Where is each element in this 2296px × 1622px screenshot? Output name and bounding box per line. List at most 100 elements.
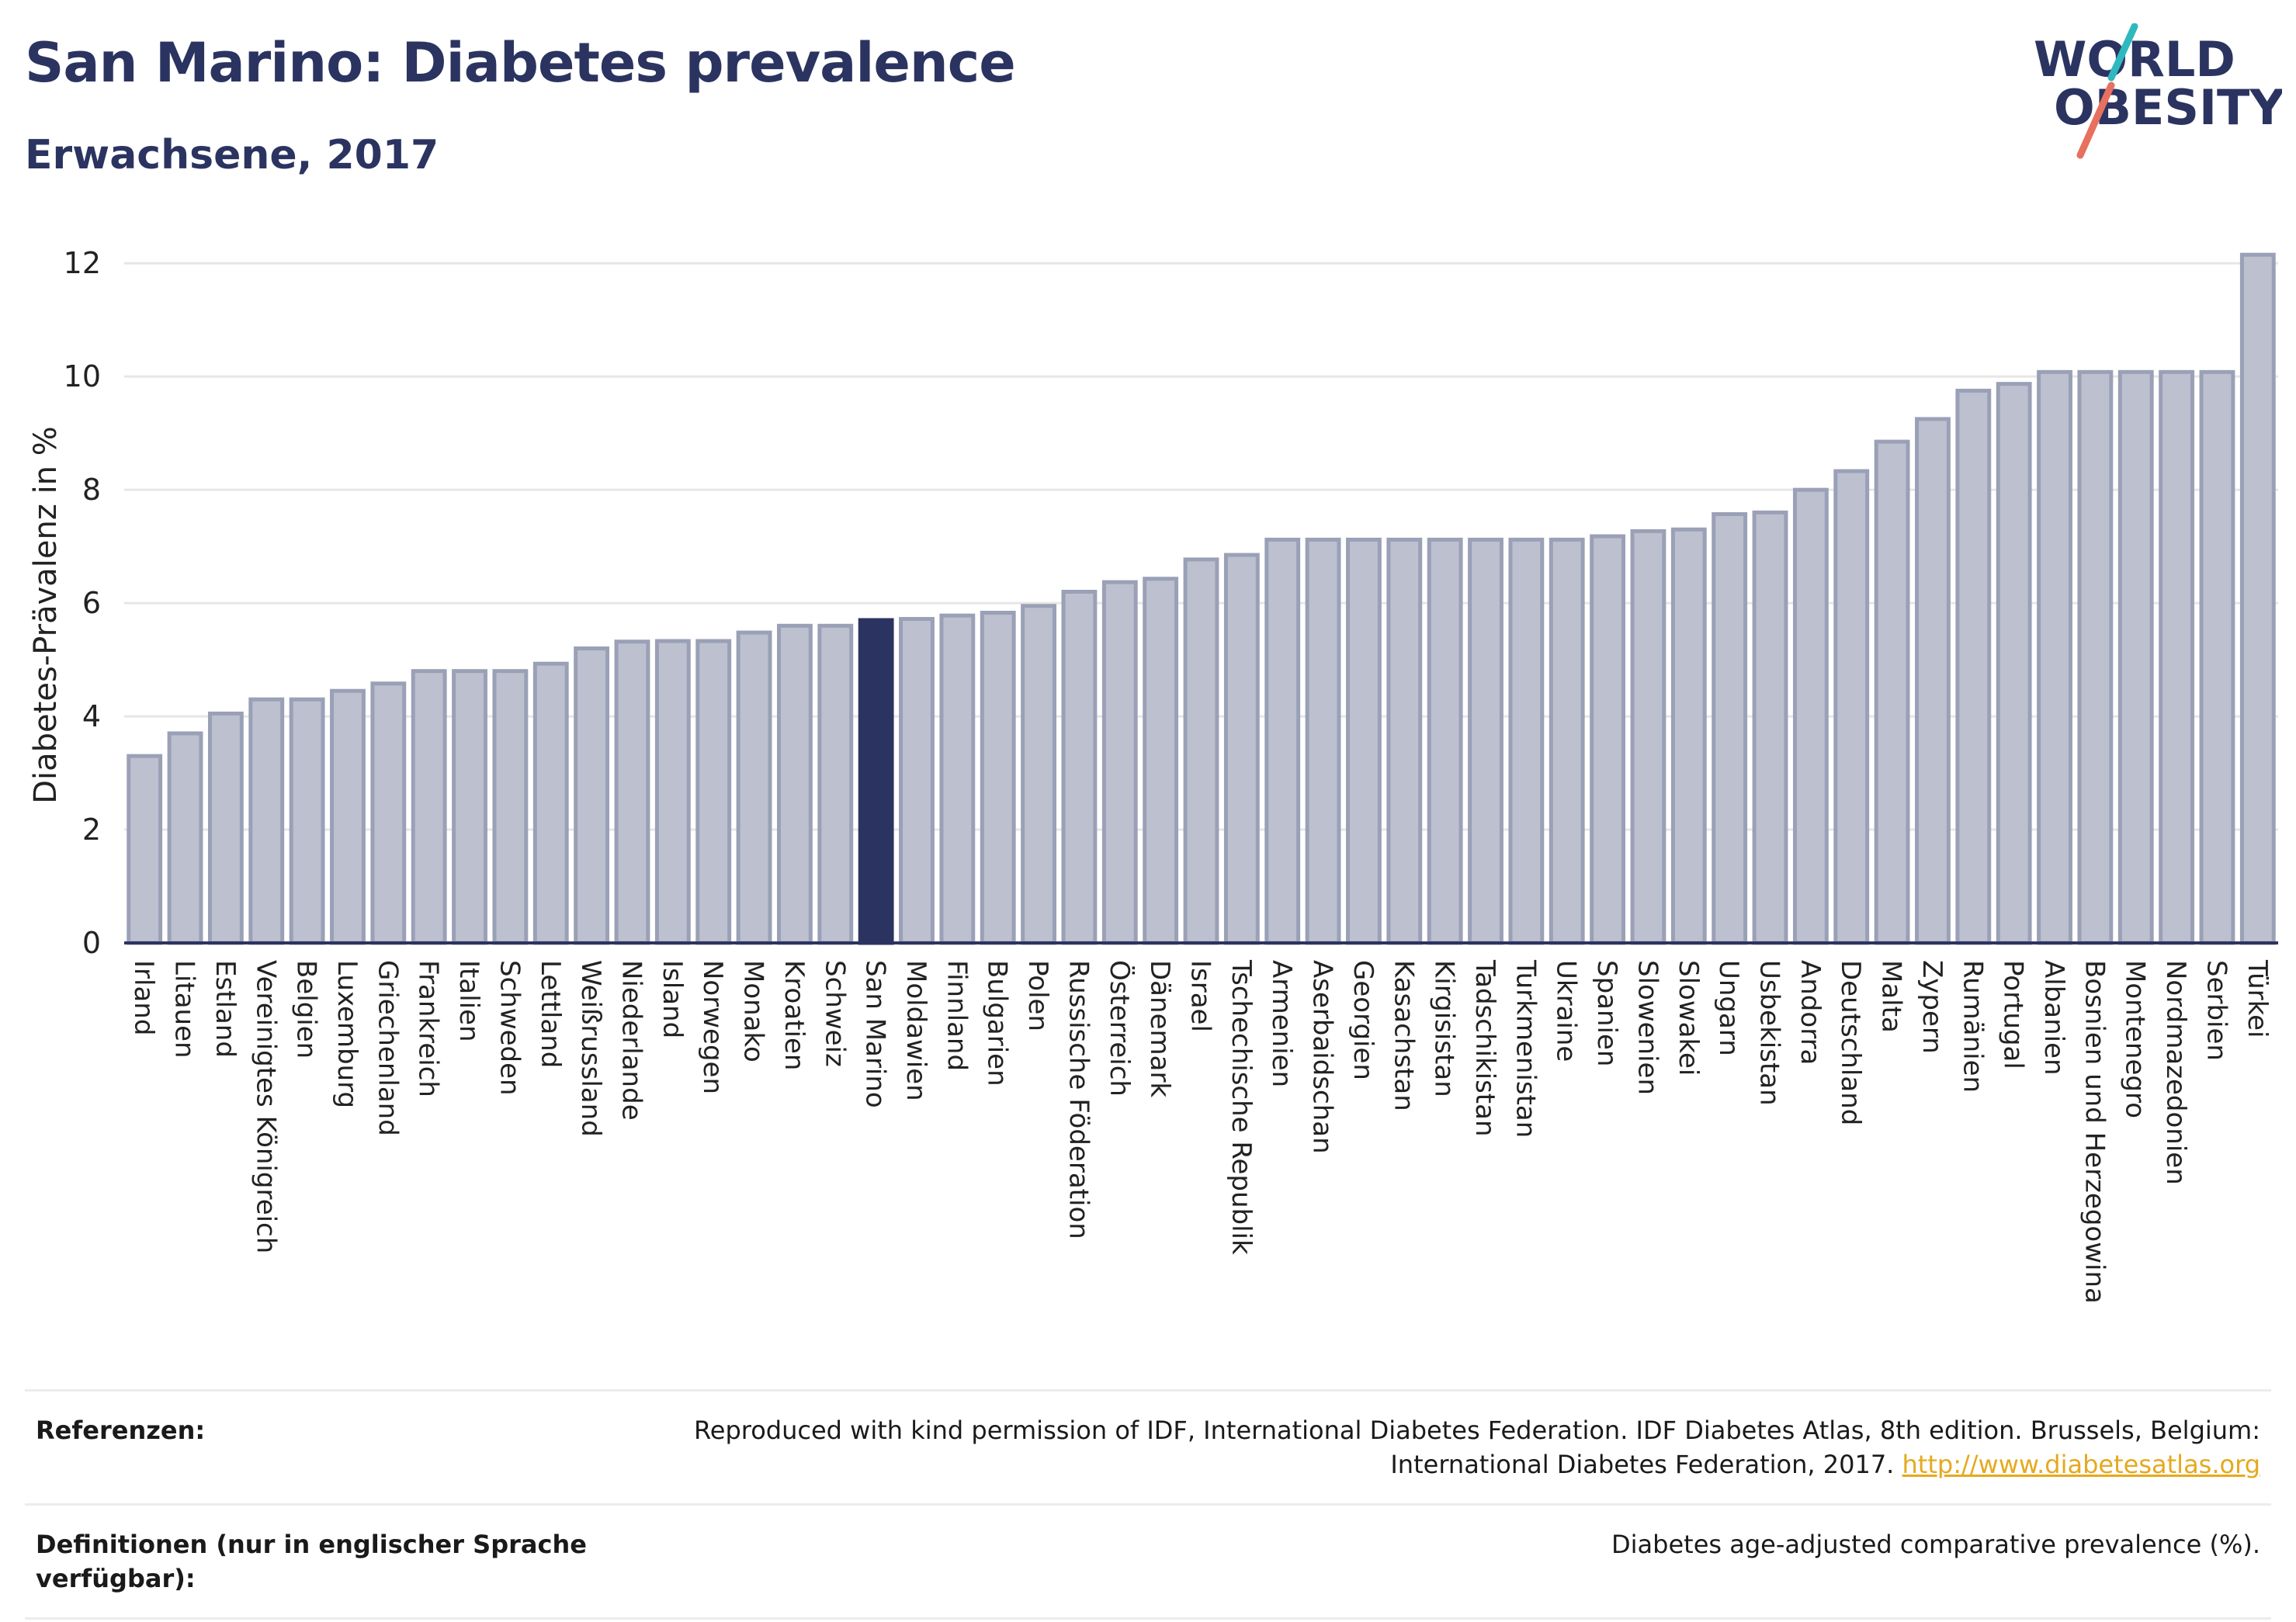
x-tick-label: Kasachstan	[1388, 960, 1419, 1111]
x-tick-label: Türkei	[2242, 959, 2273, 1038]
bar	[817, 623, 854, 945]
bar	[654, 639, 691, 945]
x-tick-label: Serbien	[2201, 960, 2232, 1061]
references-link[interactable]: http://www.diabetesatlas.org	[1902, 1450, 2260, 1479]
bar	[1264, 537, 1301, 945]
y-axis-ticks: 0 2 4 6 8 10 12	[64, 246, 101, 960]
bar	[1305, 537, 1341, 945]
bar	[614, 639, 650, 945]
bar	[411, 669, 447, 945]
bar	[1792, 487, 1829, 945]
bar	[1712, 512, 1748, 945]
x-tick-label: Rumänien	[1957, 960, 1988, 1093]
bar	[1833, 469, 1870, 945]
x-tick-label: Montenegro	[2120, 960, 2151, 1118]
x-tick-label: Schweden	[494, 960, 525, 1096]
x-tick-label: Dänemark	[1144, 960, 1175, 1097]
bar	[2077, 369, 2114, 945]
bar	[1021, 604, 1056, 945]
x-tick-label: Schweiz	[819, 960, 850, 1067]
bar-highlight	[858, 618, 894, 945]
x-tick-label: Weißrussland	[575, 960, 606, 1137]
x-tick-label: Deutschland	[1835, 960, 1866, 1125]
bar	[1061, 590, 1098, 945]
bar	[1223, 553, 1260, 945]
bar	[1549, 537, 1585, 945]
bar	[370, 681, 407, 945]
bar	[2239, 252, 2276, 945]
bar	[695, 639, 732, 945]
x-tick-label: Norwegen	[697, 960, 728, 1094]
references-text: Reproduced with kind permission of IDF, …	[630, 1413, 2260, 1482]
definitions-text: Diabetes age-adjusted comparative preval…	[1611, 1530, 2260, 1559]
x-tick-label: Aserbaidschan	[1307, 960, 1338, 1154]
bar	[1670, 527, 1707, 945]
y-tick-label: 10	[64, 359, 101, 393]
footer: Referenzen: Reproduced with kind permiss…	[25, 1389, 2271, 1620]
definitions-row: Definitionen (nur in englischer Sprache …	[25, 1503, 2271, 1620]
x-tick-label: Island	[657, 960, 688, 1038]
bar	[289, 697, 325, 945]
bar	[1468, 537, 1503, 945]
x-tick-label: Ukraine	[1551, 960, 1582, 1062]
bar	[1427, 537, 1463, 945]
x-tick-label: Frankreich	[413, 960, 444, 1097]
bar	[1955, 388, 1992, 945]
x-tick-label: Armenien	[1266, 960, 1297, 1087]
x-tick-label: Portugal	[1998, 960, 2029, 1069]
x-tick-label: Österreich	[1104, 960, 1136, 1097]
x-tick-label: Spanien	[1591, 960, 1622, 1066]
references-text-line2: International Diabetes Federation, 2017.	[1390, 1450, 1895, 1479]
x-tick-label: Polen	[1022, 960, 1053, 1031]
x-tick-label: Turkmenistan	[1510, 959, 1541, 1138]
logo-slash-coral	[2076, 81, 2115, 159]
x-tick-label: Estland	[210, 960, 241, 1058]
y-tick-label: 0	[82, 926, 101, 960]
x-tick-label: Tadschikistan	[1469, 959, 1500, 1137]
bar	[1874, 439, 1910, 945]
x-tick-label: Monako	[738, 960, 769, 1062]
bars	[127, 252, 2276, 945]
bar	[492, 669, 529, 945]
x-tick-label: San Marino	[860, 960, 891, 1108]
x-tick-label: Vereinigtes Königreich	[250, 960, 281, 1253]
x-tick-label: Griechenland	[372, 960, 403, 1136]
x-tick-label: Russische Föderation	[1063, 960, 1094, 1239]
x-tick-label: Lettland	[535, 960, 566, 1068]
bar	[1915, 417, 1951, 945]
x-tick-label: Andorra	[1795, 960, 1826, 1065]
bar	[127, 754, 163, 945]
bar	[736, 630, 772, 945]
x-tick-label: Slowakei	[1673, 960, 1704, 1076]
bar	[1590, 534, 1626, 945]
bar	[1996, 382, 2032, 945]
bar	[2199, 369, 2235, 945]
x-tick-label: Malta	[1876, 960, 1907, 1033]
y-tick-label: 12	[64, 246, 101, 280]
y-tick-label: 2	[82, 813, 101, 847]
bar	[1143, 577, 1179, 945]
x-tick-label: Kroatien	[779, 960, 810, 1070]
references-row: Referenzen: Reproduced with kind permiss…	[25, 1389, 2271, 1503]
bar	[532, 661, 569, 945]
bar	[207, 711, 244, 945]
bar	[776, 623, 813, 945]
x-tick-label: Bulgarien	[982, 960, 1013, 1087]
definitions-label: Definitionen (nur in englischer Sprache …	[36, 1530, 587, 1593]
x-tick-label: Niederlande	[616, 960, 647, 1121]
x-tick-label: Kirgisistan	[1429, 960, 1460, 1097]
bar-chart: 0 2 4 6 8 10 12 Irland Litauen Estland Vereinigte…	[28, 246, 2278, 1304]
bar	[1508, 537, 1545, 945]
x-tick-label: Georgien	[1347, 960, 1379, 1080]
bar	[1630, 529, 1667, 945]
bar	[1183, 557, 1219, 945]
x-tick-label: Albanien	[2038, 960, 2069, 1076]
world-obesity-logo: WORLD OBESITY	[2034, 23, 2282, 159]
x-tick-label: Italien	[453, 960, 484, 1042]
bar	[574, 646, 610, 945]
x-tick-label: Usbekistan	[1754, 960, 1785, 1106]
bar	[167, 731, 203, 945]
x-tick-label: Moldawien	[900, 960, 931, 1101]
x-tick-label: Bosnien und Herzegowina	[2079, 960, 2110, 1304]
bar	[2037, 369, 2072, 945]
